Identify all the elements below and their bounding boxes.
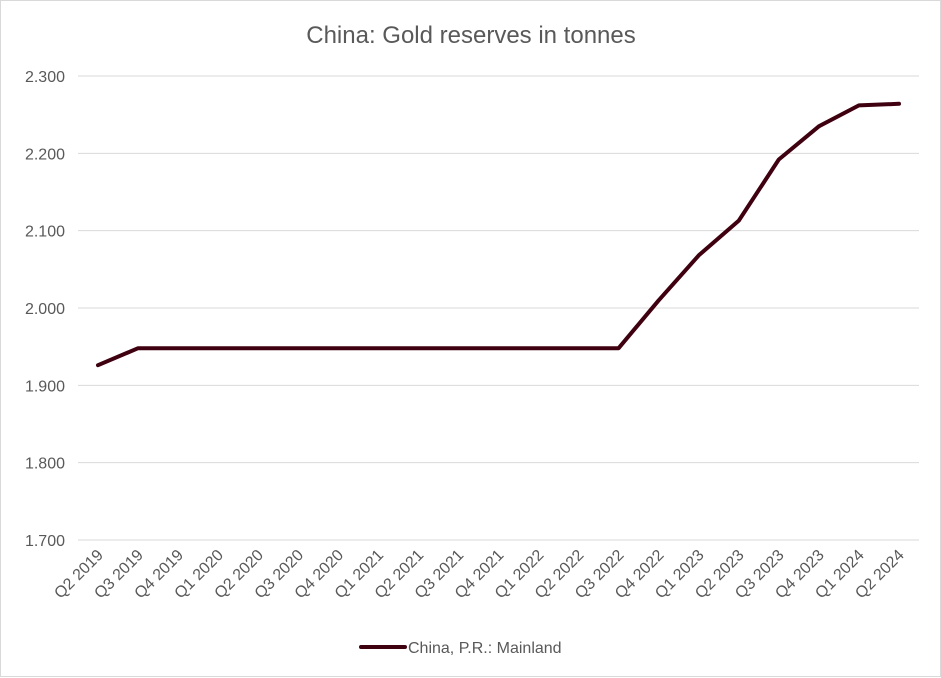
y-tick-label: 1.900	[25, 378, 65, 395]
series-line	[96, 101, 901, 368]
y-tick-label: 1.700	[25, 533, 65, 550]
gridlines	[78, 75, 919, 541]
legend-label: China, P.R.: Mainland	[408, 640, 562, 657]
y-axis-tick-labels: 1.700 1.800 1.900 2.000 2.100 2.200 2.300	[25, 69, 65, 550]
y-tick-label: 2.100	[25, 224, 65, 241]
series-layer	[96, 101, 901, 368]
chart-title: China: Gold reserves in tonnes	[306, 22, 636, 49]
y-tick-label: 2.000	[25, 301, 65, 318]
y-tick-label: 2.200	[25, 146, 65, 163]
y-tick-label: 1.800	[25, 456, 65, 473]
y-tick-label: 2.300	[25, 69, 65, 86]
legend: China, P.R.: Mainland	[359, 640, 562, 657]
